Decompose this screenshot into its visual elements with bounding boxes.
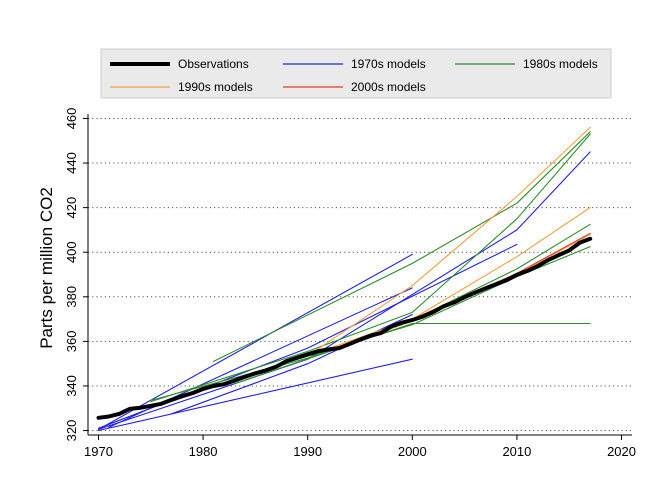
axes <box>87 114 632 436</box>
legend-label-m1970: 1970s models <box>351 57 426 71</box>
y-tick-label: 380 <box>64 286 79 308</box>
y-tick-label: 360 <box>64 331 79 353</box>
x-tick-label: 2000 <box>398 444 427 459</box>
legend-box <box>100 48 612 99</box>
series-line-m1980-7 <box>212 131 591 362</box>
series-line-obs-0 <box>96 236 593 420</box>
series-line-m1970-2 <box>97 358 413 432</box>
series-lines <box>96 126 593 432</box>
y-tick-label: 440 <box>64 152 79 174</box>
legend: Observations 1970s models 1980s models 1990… <box>100 48 612 99</box>
series-line-m1970-6 <box>97 151 591 430</box>
legend-label-m1980: 1980s models <box>523 57 598 71</box>
y-tick-label: 460 <box>64 108 79 130</box>
y-tick-label: 340 <box>64 375 79 397</box>
x-axis-ticks: 1970 1980 1990 2000 2010 2020 <box>84 435 636 459</box>
legend-label-m2000: 2000s models <box>351 80 426 94</box>
x-tick-label: 2020 <box>607 444 636 459</box>
x-tick-label: 1970 <box>84 444 113 459</box>
series-line-m1980-8 <box>150 133 591 403</box>
x-tick-label: 1990 <box>293 444 322 459</box>
x-tick-label: 2010 <box>502 444 531 459</box>
series-line-m1990-12 <box>307 126 591 357</box>
series-line-m1980-9 <box>233 322 591 385</box>
y-axis-label: Parts per million CO2 <box>37 187 56 349</box>
x-tick-label: 1980 <box>189 444 218 459</box>
y-tick-label: 400 <box>64 241 79 263</box>
legend-label-obs: Observations <box>178 57 249 71</box>
y-tick-label: 320 <box>64 420 79 442</box>
legend-label-m1990: 1990s models <box>178 80 253 94</box>
y-tick-label: 420 <box>64 197 79 219</box>
y-axis-ticks: 320 340 360 380 400 420 440 460 <box>64 108 88 442</box>
